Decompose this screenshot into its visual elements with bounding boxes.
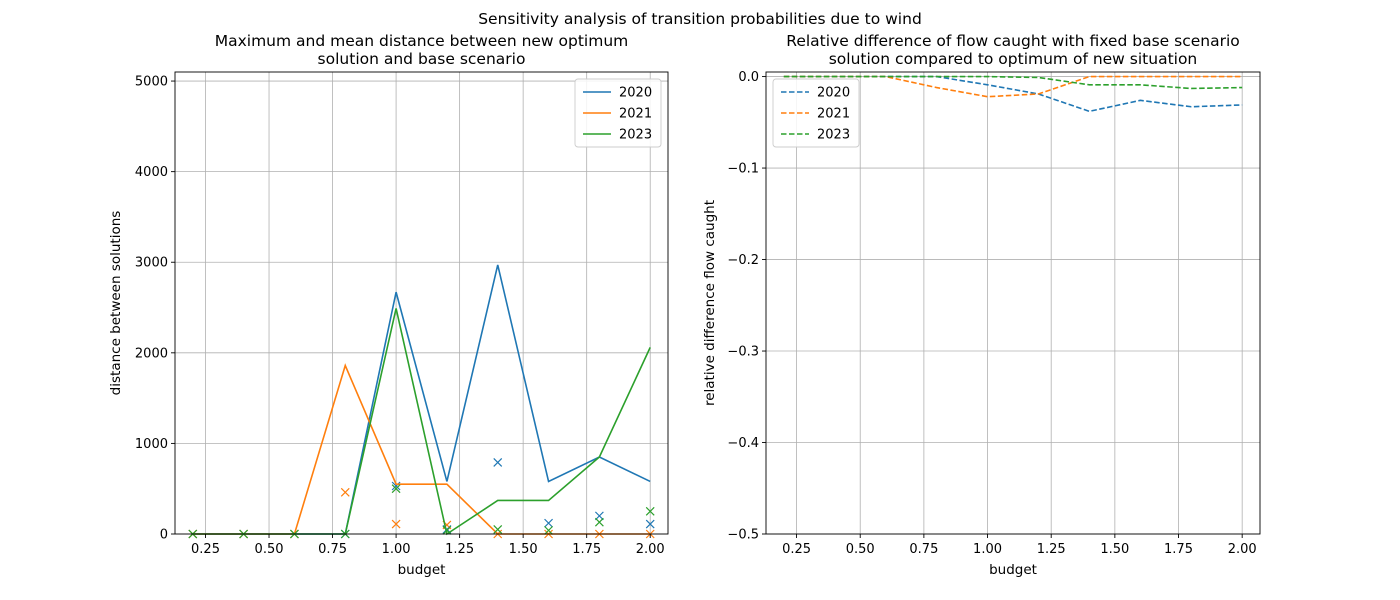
mean-marker-2023	[391, 484, 401, 494]
x-tick-label: 1.75	[572, 542, 601, 557]
axes-frame	[174, 71, 669, 535]
legend-box	[574, 78, 662, 148]
legend-label-2023: 2023	[817, 128, 850, 143]
y-tick-label: 0.0	[738, 70, 759, 85]
axes-frame	[765, 71, 1261, 535]
x-axis-label: budget	[989, 562, 1037, 578]
legend-label-2023: 2023	[619, 128, 652, 143]
x-tick-label: 2.00	[1228, 542, 1257, 557]
x-tick-label: 2.00	[636, 542, 665, 557]
y-tick-label: 4000	[135, 165, 168, 180]
legend: 2020 2021 2023	[574, 78, 662, 148]
y-tick-label: −0.1	[727, 162, 759, 177]
y-tick-label: 5000	[135, 75, 168, 90]
y-tick-label: 2000	[135, 346, 168, 361]
legend-label-2020: 2020	[817, 86, 850, 101]
y-tick-label: 0	[160, 528, 168, 543]
x-tick-label: 1.75	[1164, 542, 1193, 557]
panel-relative-difference-chart: Relative difference of flow caught with …	[702, 32, 1261, 578]
y-tick-label: 1000	[135, 437, 168, 452]
mean-marker-2023	[544, 525, 553, 535]
legend-label-2021: 2021	[619, 107, 652, 122]
y-tick-label: −0.3	[727, 345, 759, 360]
chart-title-line-2: solution and base scenario	[318, 50, 526, 68]
y-tick-label: 3000	[135, 256, 168, 271]
x-tick-label: 0.75	[909, 542, 938, 557]
mean-marker-2021	[391, 519, 401, 529]
mean-marker-2023	[442, 525, 452, 535]
mean-marker-2023	[594, 517, 604, 527]
mean-marker-2023	[493, 525, 503, 534]
figure-suptitle: Sensitivity analysis of transition proba…	[478, 10, 922, 28]
mean-marker-2020	[493, 458, 503, 467]
x-tick-label: 0.75	[318, 542, 347, 557]
legend-label-2020: 2020	[619, 86, 652, 101]
y-axis-label: distance between solutions	[108, 211, 124, 396]
x-tick-label: 1.50	[509, 542, 538, 557]
mean-marker-2021	[340, 487, 350, 497]
legend: 2020 2021 2023	[772, 78, 860, 148]
mean-marker-2020	[544, 518, 553, 528]
chart-title-line-1: Relative difference of flow caught with …	[786, 32, 1239, 50]
x-tick-label: 0.25	[782, 542, 811, 557]
y-tick-label: −0.4	[727, 436, 759, 451]
x-tick-label: 0.50	[846, 542, 875, 557]
chart-title-line-1: Maximum and mean distance between new op…	[215, 32, 629, 50]
mean-marker-2020	[391, 481, 401, 491]
x-tick-label: 1.50	[1100, 542, 1129, 557]
x-tick-label: 0.25	[191, 542, 220, 557]
x-tick-label: 1.25	[1037, 542, 1066, 557]
mean-marker-2020	[594, 511, 604, 521]
x-tick-label: 1.25	[445, 542, 474, 557]
y-axis-label: relative difference flow caught	[702, 200, 718, 406]
y-tick-label: −0.2	[727, 253, 759, 268]
x-tick-label: 1.00	[382, 542, 411, 557]
mean-marker-2020	[645, 519, 655, 529]
series-line-2023	[783, 75, 1243, 90]
x-tick-label: 1.00	[973, 542, 1002, 557]
x-axis-label: budget	[398, 562, 446, 578]
y-tick-label: −0.5	[727, 528, 759, 543]
mean-marker-2023	[645, 506, 655, 516]
legend-box	[772, 78, 860, 148]
chart-title-line-2: solution compared to optimum of new situ…	[829, 50, 1198, 68]
legend-label-2021: 2021	[817, 107, 850, 122]
panel-distance-chart: Maximum and mean distance between new op…	[108, 32, 669, 578]
x-tick-label: 0.50	[255, 542, 284, 557]
